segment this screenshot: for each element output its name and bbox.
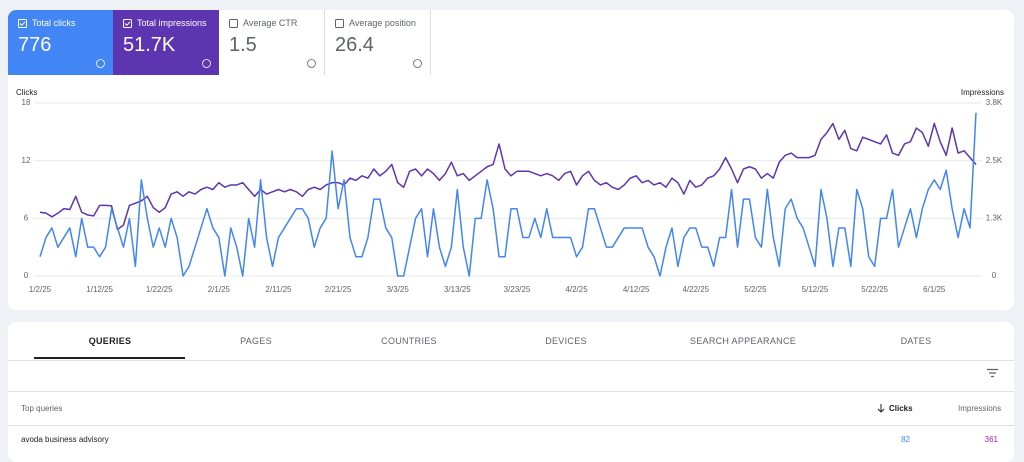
help-icon[interactable]: [96, 59, 105, 68]
x-tick-label: 2/1/25: [208, 285, 231, 294]
x-tick-label: 4/22/25: [682, 285, 709, 294]
tab[interactable]: SEARCH APPEARANCE: [689, 336, 797, 346]
metric-value: 776: [18, 34, 52, 56]
clicks-cell: 82: [901, 435, 910, 444]
x-tick-label: 5/2/25: [744, 285, 767, 294]
data-line: [39, 112, 977, 277]
column-header[interactable]: Clicks: [889, 404, 913, 413]
y2-tick-label: 1.3K: [986, 213, 1003, 222]
filter-icon[interactable]: [986, 368, 999, 378]
metric-label: Average CTR: [243, 18, 298, 28]
y-tick-label: 0: [24, 271, 29, 280]
metric-value: 26.4: [335, 34, 374, 56]
divider: [8, 425, 1014, 426]
checkbox: [229, 18, 238, 28]
y2-tick-label: 0: [992, 271, 997, 280]
y-axis-title: Clicks: [16, 88, 37, 97]
metric-label: Total clicks: [32, 18, 76, 28]
metric-label: Average position: [349, 18, 416, 28]
y-tick-label: 6: [24, 213, 29, 222]
y2-axis-title: Impressions: [961, 88, 1004, 97]
data-line: [39, 122, 977, 231]
help-icon[interactable]: [307, 59, 316, 68]
y2-tick-label: 3.8K: [986, 98, 1003, 107]
x-tick-label: 2/21/25: [325, 285, 352, 294]
x-tick-label: 3/13/25: [444, 285, 471, 294]
metric-value: 1.5: [229, 34, 257, 56]
y-tick-label: 12: [22, 156, 31, 165]
query-cell[interactable]: avoda business advisory: [21, 435, 109, 444]
divider: [8, 391, 1014, 392]
metric-tile[interactable]: Average position 26.4: [325, 10, 431, 75]
x-tick-label: 1/12/25: [86, 285, 113, 294]
y-tick-label: 18: [22, 98, 31, 107]
checkbox: [123, 18, 132, 28]
metric-tile[interactable]: Total clicks 776: [8, 10, 113, 75]
tab[interactable]: COUNTRIES: [381, 336, 437, 346]
x-tick-label: 3/3/25: [387, 285, 410, 294]
x-tick-label: 6/1/25: [923, 285, 946, 294]
y2-tick-label: 2.5K: [986, 156, 1003, 165]
metric-label: Total impressions: [137, 18, 207, 28]
table-card: [8, 322, 1014, 462]
metric-value: 51.7K: [123, 34, 176, 56]
tab[interactable]: QUERIES: [88, 336, 132, 346]
tab-indicator: [34, 357, 185, 359]
tab[interactable]: DATES: [900, 336, 932, 346]
tab[interactable]: PAGES: [240, 336, 272, 346]
x-tick-label: 5/22/25: [861, 285, 888, 294]
x-tick-label: 1/2/25: [29, 285, 52, 294]
x-tick-label: 2/11/25: [265, 285, 292, 294]
divider: [8, 360, 1014, 361]
sort-icon[interactable]: [877, 404, 885, 413]
x-tick-label: 4/12/25: [623, 285, 650, 294]
column-header[interactable]: Impressions: [958, 404, 1002, 413]
help-icon[interactable]: [202, 59, 211, 68]
chart: Clicks Impressions 0 6 12 18 0 1.3K 2.5K 3.8K 1/…: [16, 88, 1004, 294]
tab[interactable]: DEVICES: [545, 336, 587, 346]
checkbox: [18, 18, 27, 28]
checkbox: [335, 18, 344, 28]
help-icon[interactable]: [413, 59, 422, 68]
metric-tile[interactable]: Average CTR 1.5: [219, 10, 325, 75]
metric-tile[interactable]: Total impressions 51.7K: [113, 10, 219, 75]
column-header: Top queries: [21, 404, 63, 413]
x-tick-label: 5/12/25: [802, 285, 829, 294]
x-tick-label: 1/22/25: [146, 285, 173, 294]
impressions-cell: 361: [984, 435, 998, 444]
x-tick-label: 4/2/25: [565, 285, 588, 294]
x-tick-label: 3/23/25: [504, 285, 531, 294]
